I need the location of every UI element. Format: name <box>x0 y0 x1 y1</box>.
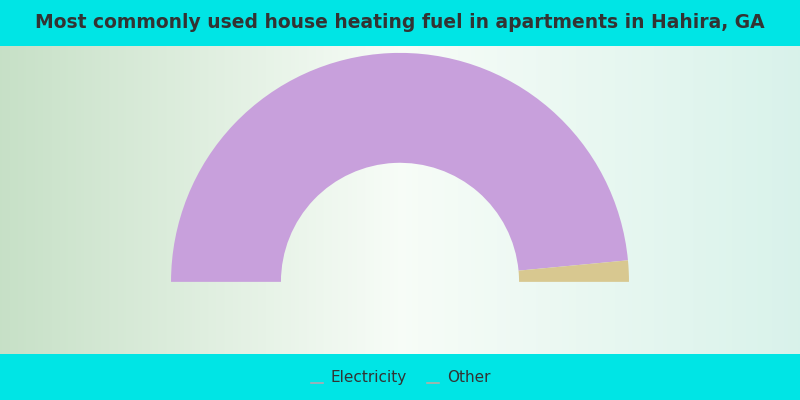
Text: Most commonly used house heating fuel in apartments in Hahira, GA: Most commonly used house heating fuel in… <box>35 14 765 32</box>
Wedge shape <box>518 260 629 282</box>
Legend: Electricity, Other: Electricity, Other <box>310 370 490 384</box>
Wedge shape <box>171 53 628 282</box>
